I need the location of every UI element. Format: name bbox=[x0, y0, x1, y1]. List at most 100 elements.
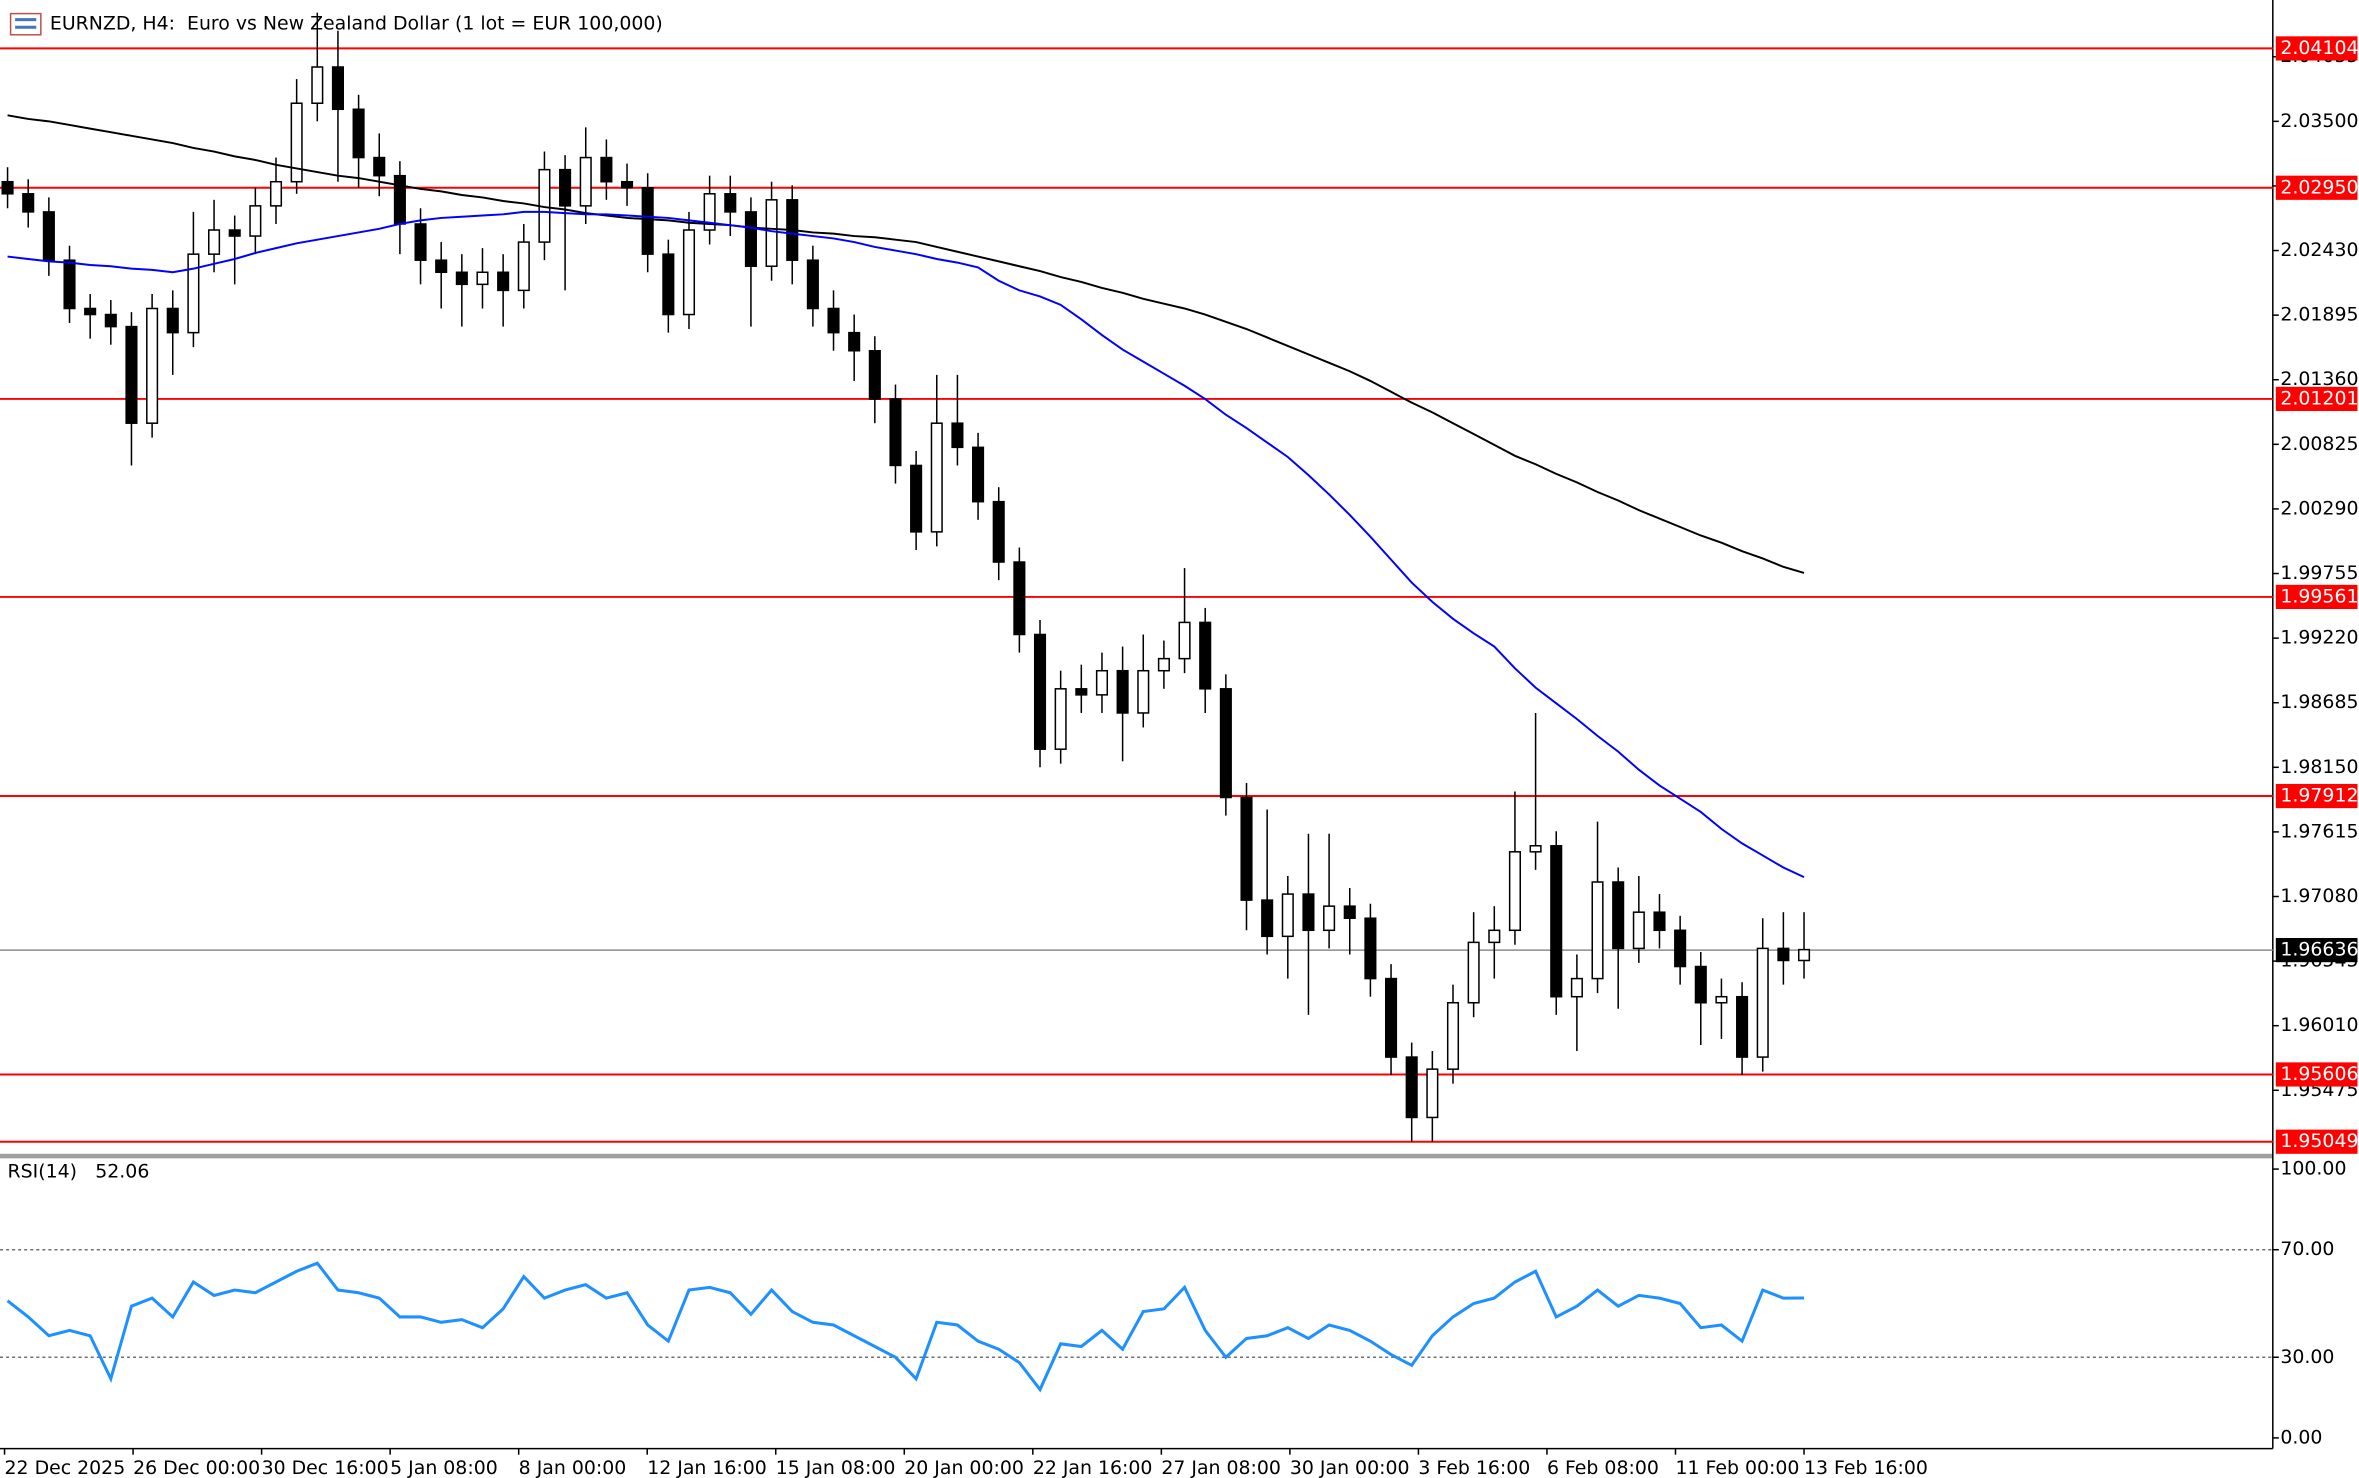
y-tick-label: 1.97080 bbox=[2280, 885, 2358, 907]
y-tick-label: 0.00 bbox=[2280, 1426, 2322, 1448]
candle-body bbox=[765, 199, 778, 267]
level-label-box bbox=[2275, 386, 2358, 412]
candle-body bbox=[724, 193, 737, 213]
candle-body bbox=[1632, 911, 1645, 950]
candle-body bbox=[22, 193, 35, 213]
candle-body bbox=[1550, 845, 1563, 998]
x-tick-label: 22 Dec 2025 bbox=[5, 1457, 126, 1478]
candle-body bbox=[1240, 796, 1253, 901]
candle-body bbox=[84, 307, 97, 316]
candle-body bbox=[951, 422, 964, 449]
candle-body bbox=[1446, 1001, 1460, 1070]
y-tick-label: 1.96010 bbox=[2280, 1014, 2358, 1036]
moving-average bbox=[7, 114, 1805, 574]
x-tick-label: 12 Jan 16:00 bbox=[647, 1457, 767, 1478]
candle-body bbox=[703, 193, 716, 231]
candle-body bbox=[1, 180, 14, 195]
x-tick-label: 30 Dec 16:00 bbox=[262, 1457, 389, 1478]
x-tick-label: 3 Feb 16:00 bbox=[1418, 1457, 1530, 1478]
symbol-icon[interactable] bbox=[9, 12, 42, 36]
candle-body bbox=[393, 174, 406, 225]
candle-body bbox=[1426, 1068, 1439, 1119]
candle-body bbox=[1736, 995, 1749, 1058]
x-tick-label: 27 Jan 08:00 bbox=[1161, 1457, 1281, 1478]
candle-body bbox=[1302, 893, 1315, 932]
candle-body bbox=[889, 398, 902, 467]
candle-body bbox=[1157, 657, 1170, 672]
x-tick-label: 30 Jan 00:00 bbox=[1290, 1457, 1410, 1478]
candle-body bbox=[806, 259, 819, 310]
x-tick-label: 22 Jan 16:00 bbox=[1033, 1457, 1153, 1478]
y-tick-label: 2.01895 bbox=[2280, 304, 2358, 326]
candle-body bbox=[166, 307, 179, 334]
candle-body bbox=[744, 211, 757, 267]
candle-body bbox=[579, 156, 592, 207]
candle-body bbox=[1013, 561, 1026, 636]
candle-body bbox=[1777, 947, 1790, 962]
y-tick-label: 70.00 bbox=[2280, 1238, 2334, 1260]
candle-body bbox=[290, 102, 303, 183]
x-tick-label: 6 Feb 08:00 bbox=[1547, 1457, 1659, 1478]
y-tick-label: 1.99755 bbox=[2280, 562, 2358, 584]
candle-body bbox=[1653, 911, 1666, 932]
level-label-box bbox=[2275, 1129, 2358, 1154]
candle-body bbox=[1715, 995, 1728, 1004]
candle-body bbox=[1364, 917, 1377, 980]
candle-body bbox=[992, 500, 1005, 563]
chart-title: EURNZD, H4: Euro vs New Zealand Dollar (… bbox=[50, 13, 663, 35]
indicator-value: 52.06 bbox=[95, 1160, 149, 1182]
candle-body bbox=[63, 259, 76, 310]
y-tick-label: 2.00290 bbox=[2280, 497, 2358, 519]
candle-body bbox=[1281, 893, 1294, 938]
level-label-box bbox=[2275, 175, 2358, 200]
candle-body bbox=[497, 271, 510, 292]
candle-body bbox=[1261, 899, 1274, 938]
level-label: 1.95049 bbox=[2280, 1130, 2358, 1152]
candle-body bbox=[455, 271, 468, 286]
candle-body bbox=[1529, 845, 1542, 853]
x-tick-label: 13 Feb 16:00 bbox=[1804, 1457, 1928, 1478]
candle-body bbox=[269, 180, 283, 207]
candle-body bbox=[972, 446, 985, 503]
y-tick-label: 1.98685 bbox=[2280, 691, 2358, 713]
candle-body bbox=[641, 186, 654, 255]
candle-body bbox=[1508, 851, 1521, 932]
level-label: 2.01201 bbox=[2280, 387, 2358, 409]
candle-body bbox=[1343, 905, 1356, 919]
last-price-label: 1.96636 bbox=[2280, 939, 2358, 961]
candle-body bbox=[228, 229, 241, 237]
candle-body bbox=[1219, 688, 1232, 799]
x-tick-label: 5 Jan 08:00 bbox=[390, 1457, 498, 1478]
candle-body bbox=[146, 307, 159, 424]
y-tick-label: 2.02430 bbox=[2280, 239, 2358, 261]
level-label: 1.99561 bbox=[2280, 585, 2358, 607]
candle-body bbox=[1323, 905, 1336, 932]
level-label-box bbox=[2275, 584, 2358, 610]
candle-body bbox=[1467, 941, 1480, 1004]
candle-body bbox=[311, 66, 324, 104]
candle-body bbox=[476, 271, 489, 286]
level-label-box bbox=[2275, 1062, 2358, 1087]
x-tick-label: 8 Jan 00:00 bbox=[519, 1457, 627, 1478]
candle-body bbox=[1612, 881, 1625, 950]
candle-body bbox=[559, 168, 572, 207]
indicator-title: RSI(14) bbox=[8, 1160, 77, 1182]
y-tick-label: 30.00 bbox=[2280, 1346, 2334, 1368]
candle-body bbox=[910, 464, 923, 533]
last-price-box bbox=[2275, 938, 2358, 963]
candle-body bbox=[827, 307, 840, 334]
x-tick-label: 15 Jan 08:00 bbox=[776, 1457, 896, 1478]
candle-body bbox=[1488, 929, 1501, 944]
plot-layer: 2.040352.035002.029652.024302.018952.013… bbox=[0, 12, 2358, 1478]
x-tick-label: 20 Jan 00:00 bbox=[904, 1457, 1024, 1478]
candle-body bbox=[1116, 669, 1129, 714]
candle-body bbox=[682, 229, 696, 316]
candle-body bbox=[208, 229, 221, 255]
candle-body bbox=[125, 325, 138, 424]
level-label: 2.04104 bbox=[2280, 37, 2358, 59]
level-label: 1.97912 bbox=[2280, 785, 2358, 807]
candle-body bbox=[373, 156, 386, 177]
